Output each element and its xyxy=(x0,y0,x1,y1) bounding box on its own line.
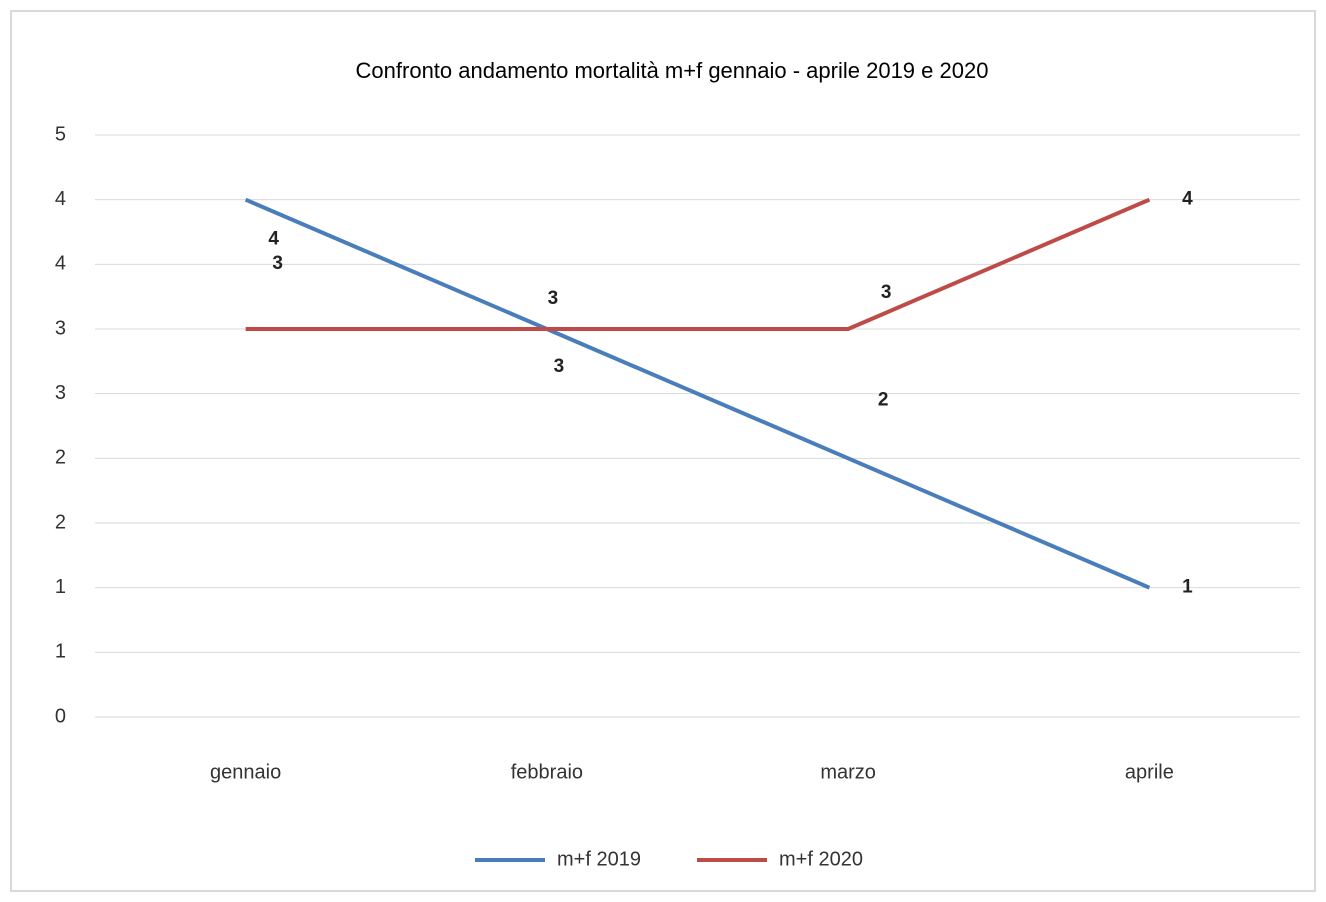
series-line xyxy=(245,197,1151,331)
chart-frame xyxy=(10,10,1316,892)
y-tick-label: 3 xyxy=(55,317,66,339)
y-tick-label: 5 xyxy=(55,123,66,145)
data-label: 3 xyxy=(548,288,559,309)
y-tick-label: 2 xyxy=(55,447,66,469)
y-tick-label: 4 xyxy=(55,253,66,275)
data-label: 1 xyxy=(1182,577,1193,598)
y-tick-label: 3 xyxy=(55,382,66,404)
y-tick-label: 1 xyxy=(55,576,66,598)
series-line xyxy=(244,197,1151,590)
data-label: 4 xyxy=(1182,189,1193,210)
legend-label: m+f 2020 xyxy=(779,848,863,870)
chart-title: Confronto andamento mortalità m+f gennai… xyxy=(356,58,989,83)
y-tick-label: 1 xyxy=(55,641,66,663)
y-tick-label: 4 xyxy=(55,188,66,210)
x-tick-label: aprile xyxy=(1125,761,1174,783)
data-label: 3 xyxy=(554,356,565,377)
x-tick-label: gennaio xyxy=(210,761,281,783)
x-tick-label: marzo xyxy=(820,761,876,783)
y-tick-label: 0 xyxy=(55,705,66,727)
data-label: 2 xyxy=(878,389,889,410)
x-tick-label: febbraio xyxy=(511,761,583,783)
data-label: 3 xyxy=(272,253,283,274)
data-label: 4 xyxy=(268,229,279,250)
legend-label: m+f 2019 xyxy=(557,848,641,870)
data-label: 3 xyxy=(881,282,892,303)
y-tick-label: 2 xyxy=(55,511,66,533)
